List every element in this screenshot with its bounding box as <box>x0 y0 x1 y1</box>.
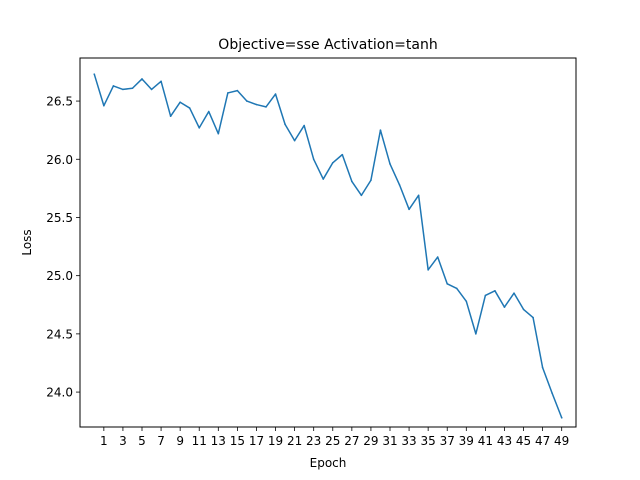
data-point <box>131 87 134 90</box>
data-point <box>494 290 496 292</box>
x-tick-label: 23 <box>306 434 321 448</box>
data-point <box>484 294 487 297</box>
y-tick-label: 25.5 <box>46 211 73 225</box>
data-point <box>331 161 334 164</box>
x-tick-label: 49 <box>554 434 569 448</box>
x-tick-label: 9 <box>176 434 184 448</box>
x-axis-ticks: 1 3 5 7 9 11 13 15 17 19 21 23 25 27 29 31 33 35 37 39 41 43 4… <box>100 427 569 448</box>
x-tick-label: 11 <box>192 434 207 448</box>
x-tick-label: 5 <box>138 434 146 448</box>
data-point <box>455 287 458 290</box>
x-tick-label: 17 <box>249 434 264 448</box>
data-point <box>217 132 220 135</box>
data-point <box>179 101 181 104</box>
data-point <box>341 153 344 156</box>
data-point <box>351 180 353 183</box>
data-point <box>389 163 391 165</box>
data-point <box>532 316 534 319</box>
y-tick-label: 26.5 <box>46 95 73 109</box>
series-layer <box>93 73 563 419</box>
data-point <box>112 85 115 87</box>
y-tick-label: 26.0 <box>46 153 73 167</box>
x-tick-label: 21 <box>287 434 302 448</box>
data-point <box>513 292 515 294</box>
data-point <box>417 194 420 197</box>
y-tick-label: 25.0 <box>46 269 73 283</box>
plot-area-frame <box>79 57 577 428</box>
data-point <box>379 129 382 131</box>
data-point <box>246 100 248 102</box>
x-tick-label: 41 <box>478 434 493 448</box>
data-point <box>150 88 153 91</box>
data-point <box>370 179 372 182</box>
x-tick-label: 37 <box>440 434 455 448</box>
x-tick-label: 47 <box>535 434 550 448</box>
data-point <box>122 88 124 91</box>
data-point <box>93 73 96 76</box>
data-point <box>398 184 401 186</box>
data-point <box>293 139 296 142</box>
x-tick-label: 25 <box>325 434 340 448</box>
x-tick-label: 29 <box>363 434 378 448</box>
data-point <box>465 300 468 303</box>
x-tick-label: 39 <box>459 434 474 448</box>
data-point <box>312 158 315 161</box>
data-point <box>303 124 305 127</box>
data-point <box>141 78 143 80</box>
y-axis-label: Loss <box>20 229 34 255</box>
data-point <box>198 127 201 129</box>
data-point <box>322 178 325 180</box>
data-point <box>169 115 172 117</box>
data-point <box>160 80 162 83</box>
data-point <box>427 269 429 271</box>
data-point <box>360 194 363 197</box>
data-point <box>227 92 229 94</box>
data-point <box>188 107 191 109</box>
x-tick-label: 1 <box>100 434 108 448</box>
series-line-0 <box>93 73 563 419</box>
chart-title: Objective=sse Activation=tanh <box>218 37 437 53</box>
data-point <box>446 283 449 285</box>
data-point <box>284 123 286 126</box>
data-point <box>560 416 563 419</box>
data-point <box>265 106 267 108</box>
data-point <box>274 93 277 95</box>
y-tick-label: 24.5 <box>46 327 73 341</box>
data-point <box>475 333 477 335</box>
x-tick-label: 35 <box>421 434 436 448</box>
data-point <box>408 208 410 211</box>
data-point <box>436 256 439 258</box>
x-tick-label: 19 <box>268 434 283 448</box>
x-tick-label: 43 <box>497 434 512 448</box>
y-tick-label: 24.0 <box>46 386 73 400</box>
data-point <box>522 308 525 311</box>
data-point <box>103 104 105 107</box>
data-point <box>551 392 553 395</box>
y-axis-ticks: 24.0 24.5 25.0 25.5 26.0 26.5 <box>46 95 80 400</box>
data-point <box>541 366 544 369</box>
x-axis-label: Epoch <box>310 456 347 470</box>
x-tick-label: 15 <box>230 434 245 448</box>
x-tick-label: 27 <box>344 434 359 448</box>
x-tick-label: 7 <box>157 434 165 448</box>
x-tick-label: 45 <box>516 434 531 448</box>
data-point <box>207 110 210 113</box>
x-tick-label: 13 <box>211 434 226 448</box>
x-tick-label: 33 <box>401 434 416 448</box>
data-point <box>503 306 506 308</box>
x-tick-label: 3 <box>119 434 127 448</box>
data-point <box>236 89 239 92</box>
x-tick-label: 31 <box>382 434 397 448</box>
data-point <box>255 103 258 106</box>
